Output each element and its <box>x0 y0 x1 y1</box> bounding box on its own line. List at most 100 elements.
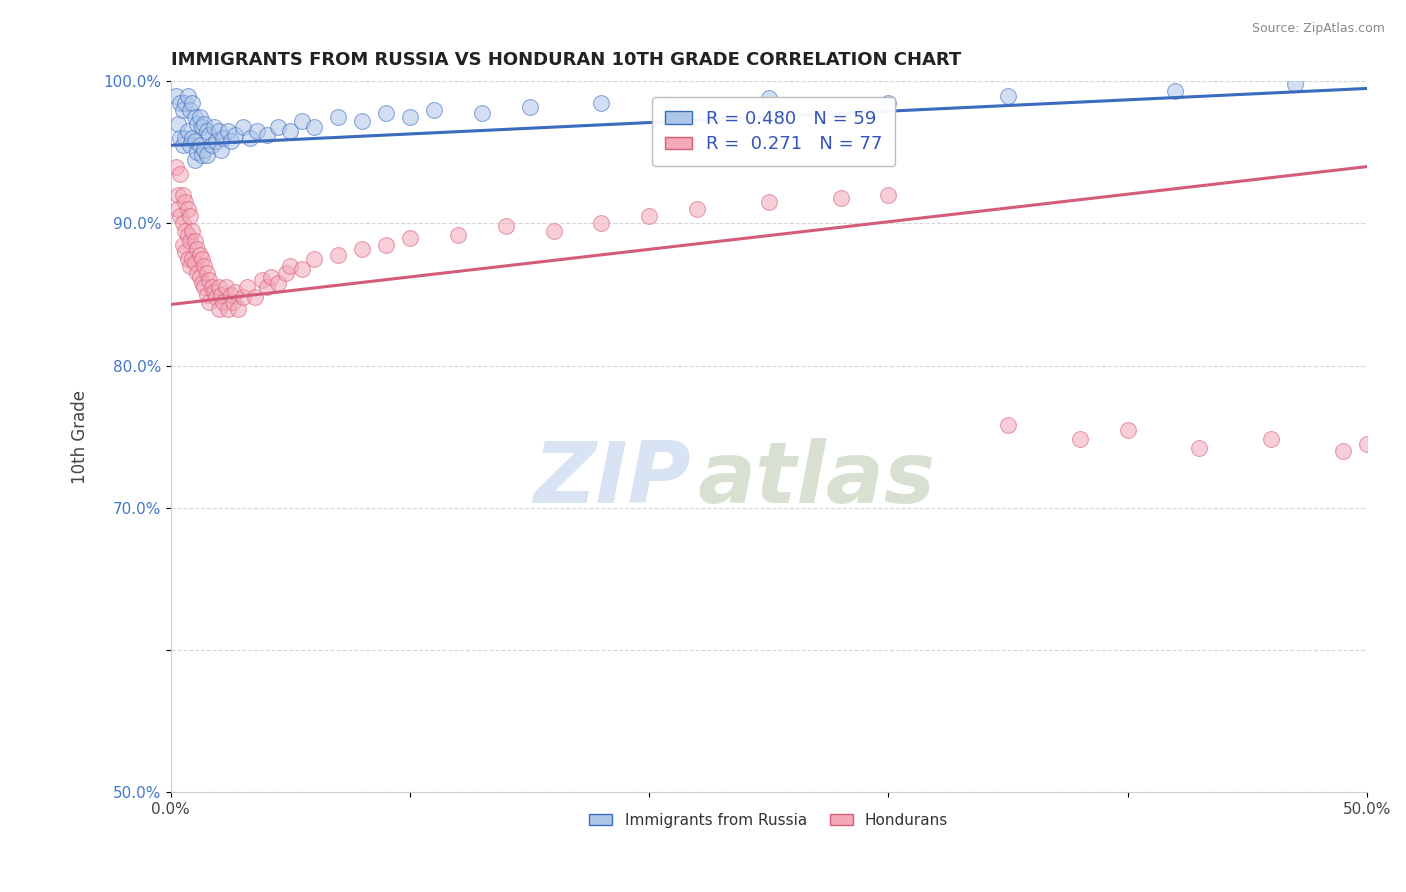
Point <box>226 301 249 316</box>
Point <box>179 210 201 224</box>
Point <box>997 418 1019 433</box>
Point <box>1331 443 1354 458</box>
Point <box>176 124 198 138</box>
Point <box>399 230 422 244</box>
Point <box>219 134 242 148</box>
Text: Source: ZipAtlas.com: Source: ZipAtlas.com <box>1251 22 1385 36</box>
Point <box>181 252 204 266</box>
Point <box>188 270 211 285</box>
Point <box>260 270 283 285</box>
Point <box>877 95 900 110</box>
Point <box>191 252 214 266</box>
Point <box>165 160 187 174</box>
Point <box>186 242 208 256</box>
Point <box>176 227 198 242</box>
Text: atlas: atlas <box>697 438 935 521</box>
Point <box>167 202 190 217</box>
Point <box>169 210 191 224</box>
Point <box>200 280 222 294</box>
Point <box>352 114 374 128</box>
Point <box>208 301 231 316</box>
Point <box>256 280 278 294</box>
Point <box>375 237 398 252</box>
Point <box>181 95 204 110</box>
Point <box>176 202 198 217</box>
Point <box>174 95 197 110</box>
Point <box>169 131 191 145</box>
Point <box>543 223 565 237</box>
Point <box>328 110 350 124</box>
Y-axis label: 10th Grade: 10th Grade <box>72 390 89 483</box>
Point <box>375 105 398 120</box>
Point <box>184 153 207 167</box>
Point <box>179 138 201 153</box>
Point <box>188 138 211 153</box>
Point <box>236 280 259 294</box>
Point <box>205 290 228 304</box>
Point <box>169 167 191 181</box>
Point <box>217 301 239 316</box>
Point <box>471 105 494 120</box>
Point <box>212 131 235 145</box>
Point <box>174 244 197 259</box>
Point <box>208 124 231 138</box>
Point <box>172 103 194 117</box>
Point <box>217 124 239 138</box>
Point <box>280 259 302 273</box>
Point <box>195 124 218 138</box>
Point <box>202 120 225 134</box>
Point <box>1284 77 1306 91</box>
Point <box>172 217 194 231</box>
Point <box>232 120 254 134</box>
Point <box>205 134 228 148</box>
Point <box>186 145 208 160</box>
Point <box>212 294 235 309</box>
Point <box>239 131 262 145</box>
Point <box>193 143 215 157</box>
Point <box>495 219 517 234</box>
Point <box>246 124 269 138</box>
Point <box>172 188 194 202</box>
Point <box>181 223 204 237</box>
Point <box>172 138 194 153</box>
Point <box>352 242 374 256</box>
Point <box>195 266 218 280</box>
Point <box>174 131 197 145</box>
Point <box>877 188 900 202</box>
Point <box>243 290 266 304</box>
Point <box>195 148 218 162</box>
Point <box>193 117 215 131</box>
Point <box>232 290 254 304</box>
Point <box>174 223 197 237</box>
Point <box>167 188 190 202</box>
Point <box>291 262 314 277</box>
Point <box>193 280 215 294</box>
Point <box>188 248 211 262</box>
Point <box>191 148 214 162</box>
Point <box>191 276 214 290</box>
Point <box>1069 433 1091 447</box>
Point <box>188 110 211 124</box>
Point <box>250 273 273 287</box>
Point <box>198 273 221 287</box>
Point <box>1355 436 1378 450</box>
Point <box>399 110 422 124</box>
Point <box>591 95 613 110</box>
Point <box>208 280 231 294</box>
Point <box>291 114 314 128</box>
Point <box>215 280 238 294</box>
Point <box>1116 423 1139 437</box>
Point <box>176 88 198 103</box>
Point <box>591 217 613 231</box>
Point <box>209 143 232 157</box>
Point <box>167 117 190 131</box>
Point <box>193 259 215 273</box>
Point <box>198 128 221 143</box>
Point <box>179 103 201 117</box>
Point <box>447 227 470 242</box>
Point <box>209 287 232 301</box>
Point <box>184 256 207 270</box>
Point <box>280 124 302 138</box>
Point <box>174 195 197 210</box>
Legend: Immigrants from Russia, Hondurans: Immigrants from Russia, Hondurans <box>583 807 955 834</box>
